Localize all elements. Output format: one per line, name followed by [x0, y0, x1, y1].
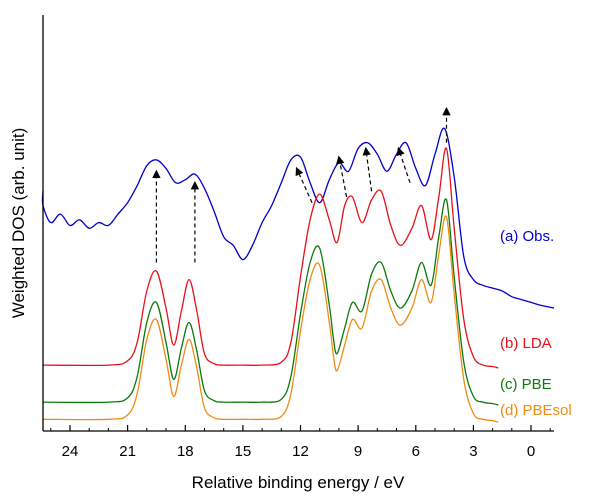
x-tick-label: 18	[177, 443, 194, 460]
x-tick-label: 6	[412, 443, 420, 460]
series-label-a-obs: (a) Obs.	[500, 228, 554, 245]
x-tick-label: 12	[292, 443, 309, 460]
x-tick-label: 15	[235, 443, 252, 460]
series-label-b-lda: (b) LDA	[500, 335, 552, 352]
y-axis-title: Weighted DOS (arb. unit)	[9, 128, 28, 319]
x-ticks: 24 21 18 15 12 9 6 3 0	[50, 425, 551, 460]
x-tick-label: 3	[469, 443, 477, 460]
series-line-a-obs	[41, 127, 555, 309]
x-tick-label: 0	[527, 443, 535, 460]
shift-arrow-6	[396, 146, 411, 183]
x-tick-label: 9	[354, 443, 362, 460]
series-layer	[41, 127, 555, 423]
series-label-c-pbe: (c) PBE	[500, 376, 552, 393]
shift-arrow-3	[295, 166, 313, 203]
series-label-d-pbesol: (d) PBEsol	[500, 402, 572, 419]
annotation-layer	[152, 106, 451, 263]
x-tick-label: 21	[119, 443, 136, 460]
series-line-b-lda	[42, 147, 499, 369]
series-line-d-pbesol	[42, 215, 499, 423]
series-line-c-pbe	[42, 198, 499, 406]
series-labels: (a) Obs. (b) LDA (c) PBE (d) PBEsol	[500, 228, 572, 419]
shift-arrow-5	[362, 146, 373, 192]
x-tick-label: 24	[62, 443, 79, 460]
x-axis-title: Relative binding energy / eV	[192, 473, 405, 492]
axes: 24 21 18 15 12 9 6 3 0	[42, 15, 554, 460]
